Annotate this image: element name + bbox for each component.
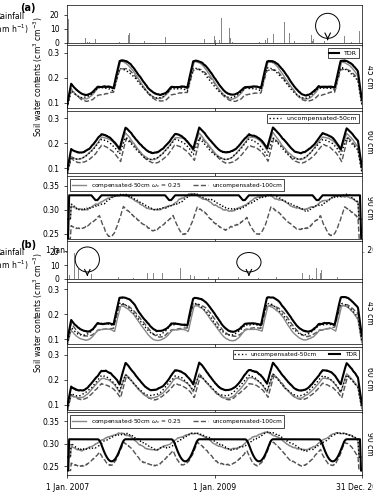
Legend: uncompensated-50cm, TDR: uncompensated-50cm, TDR [233,350,359,358]
Legend: uncompensated-50cm: uncompensated-50cm [267,114,359,123]
Text: Rainfall
(mm h$^{-1}$): Rainfall (mm h$^{-1}$) [0,248,29,272]
Legend: compensated-50cm $\omega_c$ = 0.25, uncompensated-100cm: compensated-50cm $\omega_c$ = 0.25, unco… [70,179,284,192]
Text: 90 cm: 90 cm [365,196,373,219]
Text: Rainfall
(mm h$^{-1}$): Rainfall (mm h$^{-1}$) [0,12,29,36]
Text: 60 cm: 60 cm [365,130,373,154]
Text: 45 cm: 45 cm [365,301,373,325]
Legend: TDR: TDR [327,48,359,58]
Text: 90 cm: 90 cm [365,432,373,456]
Legend: compensated-50cm $\omega_c$ = 0.25, uncompensated-100cm: compensated-50cm $\omega_c$ = 0.25, unco… [70,416,284,428]
Y-axis label: Soil water contents (cm$^3$ cm$^{-3}$): Soil water contents (cm$^3$ cm$^{-3}$) [31,16,45,137]
Y-axis label: Soil water contents (cm$^3$ cm$^{-3}$): Soil water contents (cm$^3$ cm$^{-3}$) [31,252,45,374]
Text: (a): (a) [20,3,35,13]
Text: 60 cm: 60 cm [365,366,373,390]
Text: (b): (b) [20,240,36,250]
Text: 45 cm: 45 cm [365,65,373,88]
